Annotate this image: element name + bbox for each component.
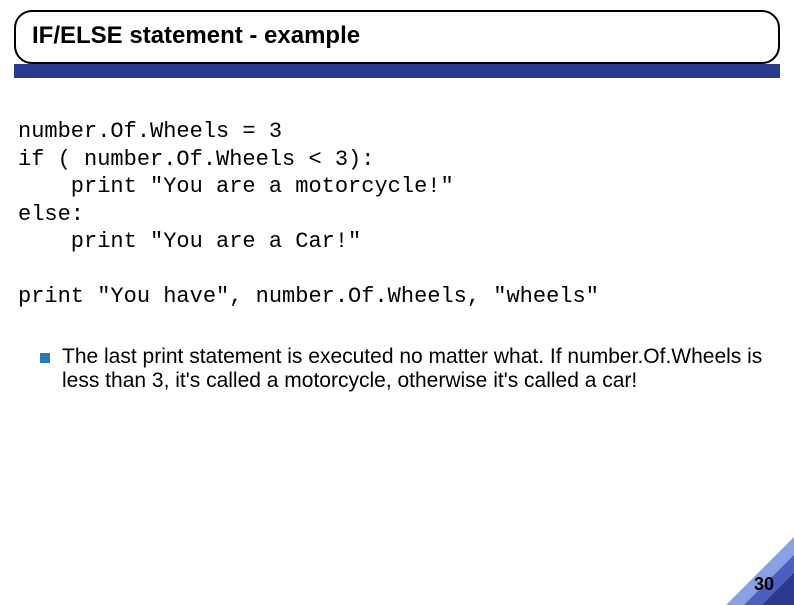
slide-title: IF/ELSE statement - example [32,22,762,50]
explanation-row: The last print statement is executed no … [18,345,776,393]
title-box: IF/ELSE statement - example [14,10,780,64]
explanation-text: The last print statement is executed no … [62,345,776,393]
page-number: 30 [754,574,774,595]
accent-bar [14,64,780,78]
slide: IF/ELSE statement - example number.Of.Wh… [0,10,794,605]
bullet-icon [40,353,50,363]
content-area: number.Of.Wheels = 3 if ( number.Of.Whee… [0,78,794,393]
code-block: number.Of.Wheels = 3 if ( number.Of.Whee… [18,118,776,311]
